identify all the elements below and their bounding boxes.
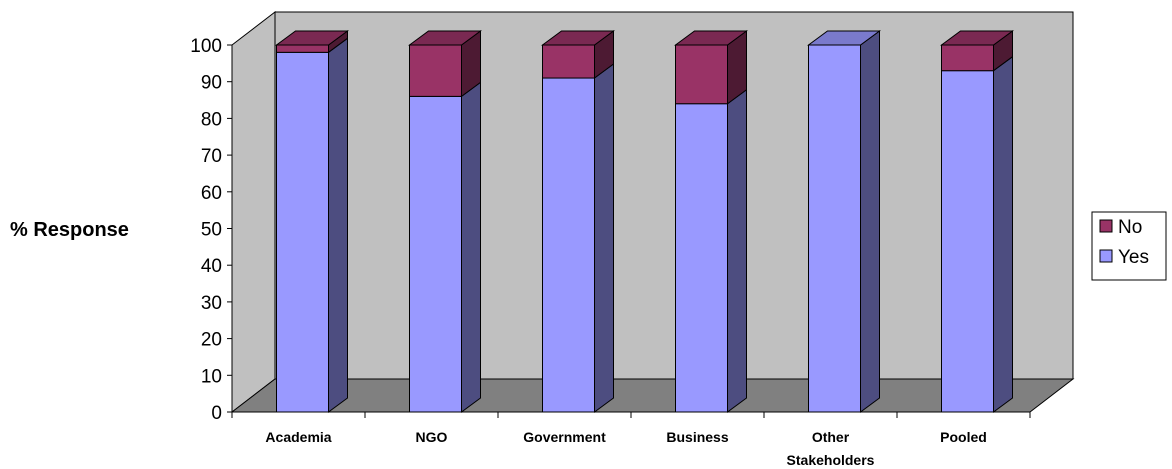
x-axis: Academia NGO Government Business Other Stakeh… <box>231 411 1031 468</box>
y-axis: 0 10 20 30 40 50 60 70 80 90 100 <box>190 36 233 424</box>
bar-yes-side <box>594 63 614 413</box>
y-tick-label: 30 <box>201 293 222 314</box>
y-tick-label: 80 <box>201 109 222 130</box>
bar-stack <box>274 30 350 413</box>
x-category-label: Business <box>666 429 728 445</box>
bar-no-front <box>542 44 595 79</box>
bars <box>274 30 1015 413</box>
legend: No Yes <box>1091 211 1167 281</box>
y-tick-label: 10 <box>201 366 222 387</box>
legend-swatch-yes <box>1099 249 1113 263</box>
bar-yes-front <box>941 70 994 413</box>
bar-yes-side <box>461 81 481 413</box>
bar-yes-top <box>806 30 882 46</box>
y-tick-label: 90 <box>201 73 222 94</box>
bar-no-top <box>939 30 1015 46</box>
bar-yes-side <box>993 55 1013 413</box>
y-tick-label: 40 <box>201 256 222 277</box>
bar-no-top <box>540 30 616 46</box>
bar-no-top <box>673 30 749 46</box>
bar-yes-front <box>675 103 728 413</box>
legend-label-yes: Yes <box>1118 247 1149 268</box>
bar-yes-front <box>542 77 595 413</box>
bar-no-top <box>274 30 350 46</box>
bar-yes-front <box>808 44 861 413</box>
x-category-label: Government <box>523 429 606 445</box>
bar-stack <box>673 30 749 413</box>
bar-stack <box>407 30 483 413</box>
x-category-label: Pooled <box>940 429 987 445</box>
bar-no-front <box>409 44 462 97</box>
y-tick-label: 70 <box>201 146 222 167</box>
bar-yes-side <box>860 30 880 413</box>
x-category-label: Other Stakeholders <box>787 429 875 468</box>
bar-no-front <box>941 44 994 72</box>
y-tick-label: 20 <box>201 330 222 351</box>
y-tick-label: 60 <box>201 183 222 204</box>
bar-no-front <box>276 44 329 53</box>
bar-yes-side <box>727 88 747 413</box>
bar-stack <box>939 30 1015 413</box>
bar-yes-side <box>328 37 348 413</box>
y-tick-label: 0 <box>211 403 222 424</box>
y-axis-label: % Response <box>10 219 129 241</box>
legend-label-no: No <box>1118 217 1142 238</box>
bar-stack <box>806 30 882 413</box>
x-category-label: Academia <box>265 429 331 445</box>
y-tick-label: 100 <box>190 36 222 57</box>
y-tick-label: 50 <box>201 220 222 241</box>
x-category-label: NGO <box>416 429 448 445</box>
side-wall <box>231 10 276 414</box>
legend-swatch-no <box>1099 219 1113 233</box>
bar-no-top <box>407 30 483 46</box>
bar-yes-front <box>409 95 462 413</box>
bar-no-front <box>675 44 728 105</box>
bar-yes-front <box>276 51 329 413</box>
bar-stack <box>540 30 616 413</box>
